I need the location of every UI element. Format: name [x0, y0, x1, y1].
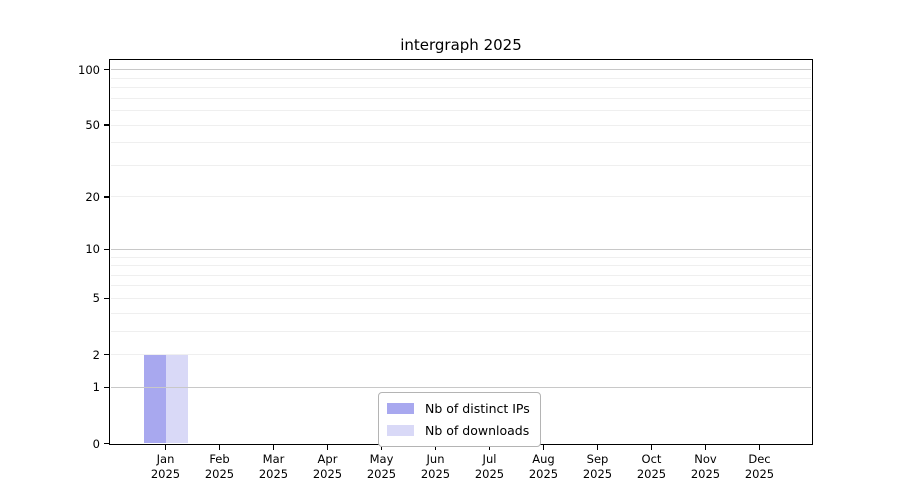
chart-title: intergraph 2025 [400, 36, 522, 54]
gridline [111, 256, 811, 258]
bar-downloads [165, 354, 188, 444]
month-label: Apr [317, 452, 338, 466]
x-axis-tick [650, 444, 653, 450]
year-label: 2025 [366, 467, 397, 481]
x-axis-tick [380, 444, 383, 450]
x-axis-tick [218, 444, 221, 450]
x-axis-tick-label: Jul 2025 [463, 452, 517, 482]
gridline [111, 87, 811, 89]
x-axis-tick [704, 444, 707, 450]
legend-label: Nb of downloads [425, 423, 530, 438]
y-axis-tick [103, 196, 110, 198]
gridline [111, 354, 811, 356]
x-axis-tick-label: Jan 2025 [139, 452, 193, 482]
y-axis-tick-label: 100 [78, 62, 100, 77]
x-axis-tick-label: Feb 2025 [193, 452, 247, 482]
x-axis-tick-label: Sep 2025 [571, 452, 625, 482]
bar-distinct-ips [143, 354, 166, 444]
year-label: 2025 [420, 467, 451, 481]
year-label: 2025 [312, 467, 343, 481]
y-axis-tick-label: 1 [92, 380, 100, 395]
x-axis-tick-label: Dec 2025 [733, 452, 787, 482]
y-axis-tick-label: 50 [85, 118, 100, 133]
y-axis-tick [103, 442, 110, 445]
gridline [111, 265, 811, 267]
x-axis-tick-label: Aug 2025 [517, 452, 571, 482]
y-axis-tick-label: 10 [85, 242, 100, 257]
legend-swatch-distinct-ips [387, 403, 414, 414]
month-label: May [369, 452, 394, 466]
year-label: 2025 [150, 467, 181, 481]
y-axis-tick [103, 353, 110, 356]
month-label: Nov [694, 452, 717, 466]
legend-item: Nb of downloads [387, 421, 530, 440]
gridline [111, 69, 811, 71]
y-axis-tick [103, 297, 110, 300]
gridline [111, 248, 811, 250]
gridline [111, 297, 811, 299]
year-label: 2025 [636, 467, 667, 481]
gridline [111, 110, 811, 112]
gridline [111, 330, 811, 332]
x-axis-tick-label: May 2025 [355, 452, 409, 482]
year-label: 2025 [528, 467, 559, 481]
gridline [111, 124, 811, 126]
x-axis-tick [164, 444, 167, 450]
month-label: Jul [482, 452, 497, 466]
x-axis-tick-label: Jun 2025 [409, 452, 463, 482]
month-label: Sep [586, 452, 609, 466]
year-label: 2025 [582, 467, 613, 481]
year-label: 2025 [474, 467, 505, 481]
year-label: 2025 [258, 467, 289, 481]
gridline [111, 142, 811, 144]
y-axis-tick-label: 5 [92, 291, 100, 306]
x-axis-tick [596, 444, 599, 450]
gridline [111, 77, 811, 79]
month-label: Jun [426, 452, 445, 466]
x-axis-tick-label: Apr 2025 [301, 452, 355, 482]
gridline [111, 97, 811, 99]
gridline [111, 196, 811, 198]
gridline [111, 274, 811, 276]
y-axis-tick-label: 20 [85, 189, 100, 204]
legend-swatch-downloads [387, 425, 414, 436]
year-label: 2025 [204, 467, 235, 481]
y-axis-tick-label: 2 [92, 347, 100, 362]
y-axis-tick [103, 124, 110, 126]
y-axis-tick [103, 68, 110, 71]
y-axis-tick [103, 386, 110, 389]
year-label: 2025 [744, 467, 775, 481]
x-axis-tick-label: Mar 2025 [247, 452, 301, 482]
month-label: Mar [262, 452, 285, 466]
x-axis-tick [326, 444, 329, 450]
x-axis-tick [272, 444, 275, 450]
gridline [111, 386, 811, 388]
month-label: Oct [641, 452, 662, 466]
gridline [111, 285, 811, 287]
month-label: Jan [156, 452, 175, 466]
x-axis-tick-label: Oct 2025 [625, 452, 679, 482]
x-axis-tick-label: Nov 2025 [679, 452, 733, 482]
month-label: Aug [532, 452, 555, 466]
y-axis-tick-label: 0 [92, 436, 100, 451]
gridline [111, 312, 811, 314]
x-axis-tick [434, 444, 437, 450]
x-axis-tick [758, 444, 761, 450]
legend: Nb of distinct IPs Nb of downloads [378, 392, 541, 447]
x-axis-tick [488, 444, 491, 450]
legend-label: Nb of distinct IPs [425, 401, 530, 416]
year-label: 2025 [690, 467, 721, 481]
month-label: Dec [748, 452, 771, 466]
month-label: Feb [209, 452, 230, 466]
x-axis-tick [542, 444, 545, 450]
legend-item: Nb of distinct IPs [387, 399, 530, 418]
gridline [111, 164, 811, 166]
y-axis-tick [103, 248, 110, 250]
